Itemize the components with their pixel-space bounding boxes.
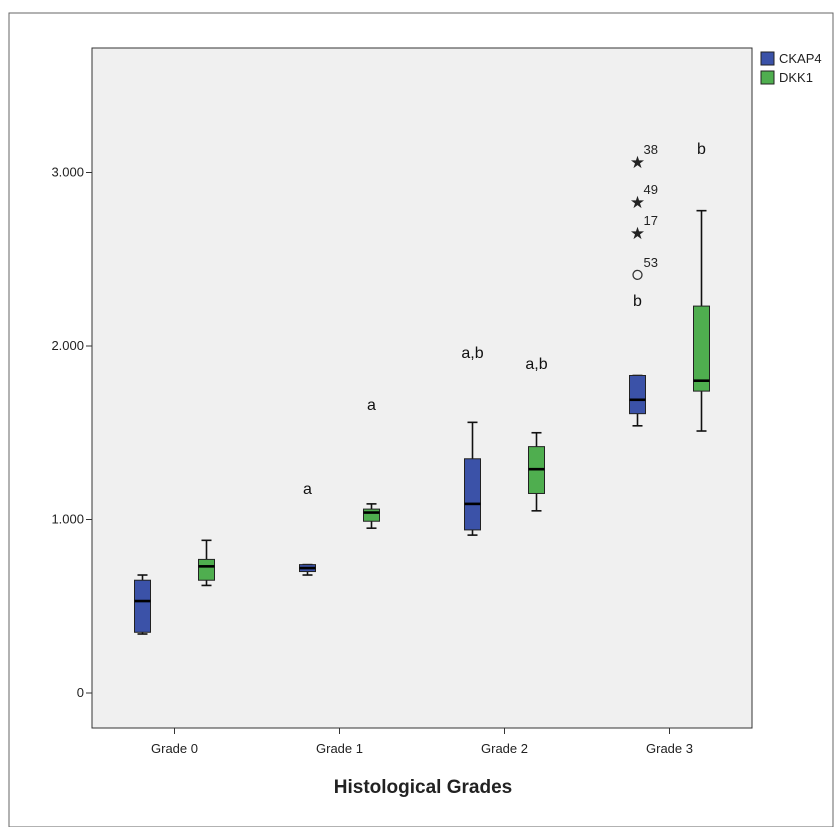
x-tick-label-0: Grade 0 [151,741,198,756]
annotation-dkk1-1: a [367,397,376,414]
legend-label-dkk1: DKK1 [779,70,813,85]
legend: CKAP4 DKK1 [760,51,822,85]
x-tick-label-3: Grade 3 [646,741,693,756]
box-dkk1-0 [198,539,215,587]
annotations-layer: a a,b b a a,b b [303,141,706,498]
y-tick-label-2: 2.000 [51,338,84,353]
annotation-ckap4-3: b [633,293,642,310]
legend-swatch-dkk1 [760,70,775,85]
y-tick-label-3: 3.000 [51,165,84,180]
annotation-ckap4-2: a,b [461,345,483,362]
annotation-dkk1-3: b [697,141,706,158]
box-ckap4-0 [134,574,151,635]
outlier-star-0: ★ [630,153,645,172]
box-ckap4-1 [299,563,316,576]
y-axis: 0 1.000 2.000 3.000 [51,165,92,700]
outlier-circle-3 [632,269,643,281]
x-tick-label-1: Grade 1 [316,741,363,756]
box-body [464,458,481,531]
box-ckap4-2 [464,421,481,536]
box-dkk1-3 [693,209,710,432]
outlier-label-2: 17 [644,213,658,228]
y-tick-label-1: 1.000 [51,512,84,527]
box-body [134,579,151,633]
legend-label-ckap4: CKAP4 [779,51,822,66]
outlier-label-0: 38 [644,142,658,157]
y-tick-label-0: 0 [77,685,84,700]
outlier-star-1: ★ [630,193,645,212]
box-dkk1-1 [363,503,380,529]
box-body [198,558,215,581]
outlier-label-1: 49 [644,182,658,197]
outlier-star-2: ★ [630,224,645,243]
box-ckap4-3 [629,374,646,427]
annotation-dkk1-2: a,b [525,356,547,373]
box-body [629,374,646,415]
box-body [363,508,380,522]
box-body [693,305,710,392]
annotation-ckap4-1: a [303,481,312,498]
boxes-layer [134,209,710,635]
box-dkk1-2 [528,431,545,512]
legend-swatch-ckap4 [760,51,775,66]
x-axis-title: Histological Grades [334,777,512,798]
x-axis: Grade 0 Grade 1 Grade 2 Grade 3 [151,728,693,756]
outlier-label-3: 53 [644,255,658,270]
x-tick-label-2: Grade 2 [481,741,528,756]
